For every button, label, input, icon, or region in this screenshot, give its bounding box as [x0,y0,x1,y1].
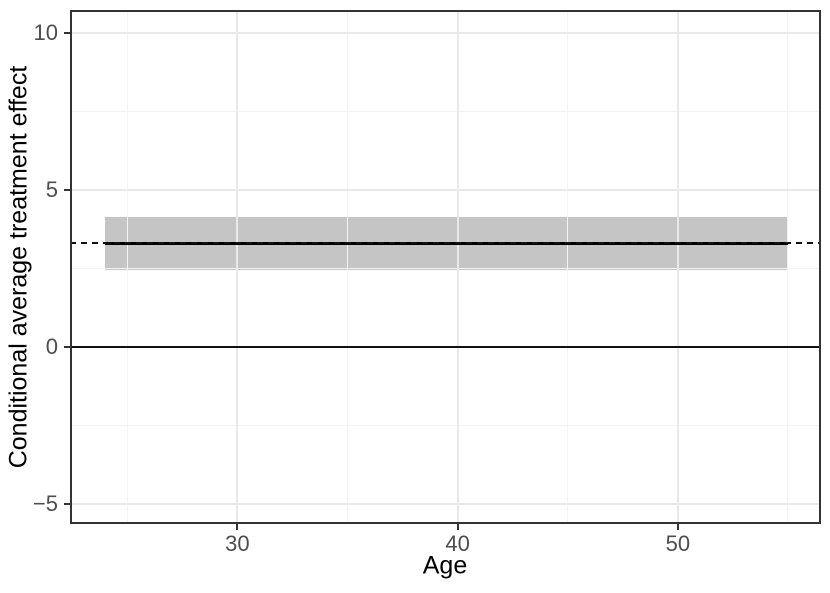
y-axis-tick-mark [64,31,70,34]
minor-gridline-x [787,10,789,524]
major-gridline-x [676,10,679,524]
x-axis-tick-label: 40 [445,531,470,556]
minor-gridline-x [126,10,128,524]
minor-gridline-y [70,424,821,426]
ate-reference-line [70,242,821,245]
y-axis-title: Conditional average treatment effect [4,65,33,469]
zero-reference-line [70,345,821,348]
line-layer [70,10,821,524]
y-axis-tick-label: −5 [32,490,58,516]
minor-gridline-x [346,10,348,524]
minor-gridline-y [70,267,821,269]
major-gridline-y [70,188,821,191]
y-axis-tick-mark [64,345,70,348]
minor-gridline-y [70,110,821,112]
y-axis-tick-mark [64,188,70,191]
major-gridline-x [236,10,239,524]
x-axis-title: Age [422,551,468,580]
y-axis-tick-label: 5 [45,176,58,202]
x-axis-tick-mark [456,524,459,530]
x-axis-tick-label: 30 [225,531,250,556]
major-gridline-x [456,10,459,524]
major-gridline-y [70,502,821,505]
x-axis-tick-label: 50 [665,531,691,556]
x-axis-tick-mark [236,524,239,530]
x-axis-tick-mark [676,524,679,530]
major-gridline-y [70,31,821,34]
y-axis-tick-label: 0 [45,333,58,359]
plot-panel [70,10,821,524]
y-axis-tick-mark [64,502,70,505]
y-axis-tick-label: 10 [33,19,58,45]
minor-gridline-x [567,10,569,524]
